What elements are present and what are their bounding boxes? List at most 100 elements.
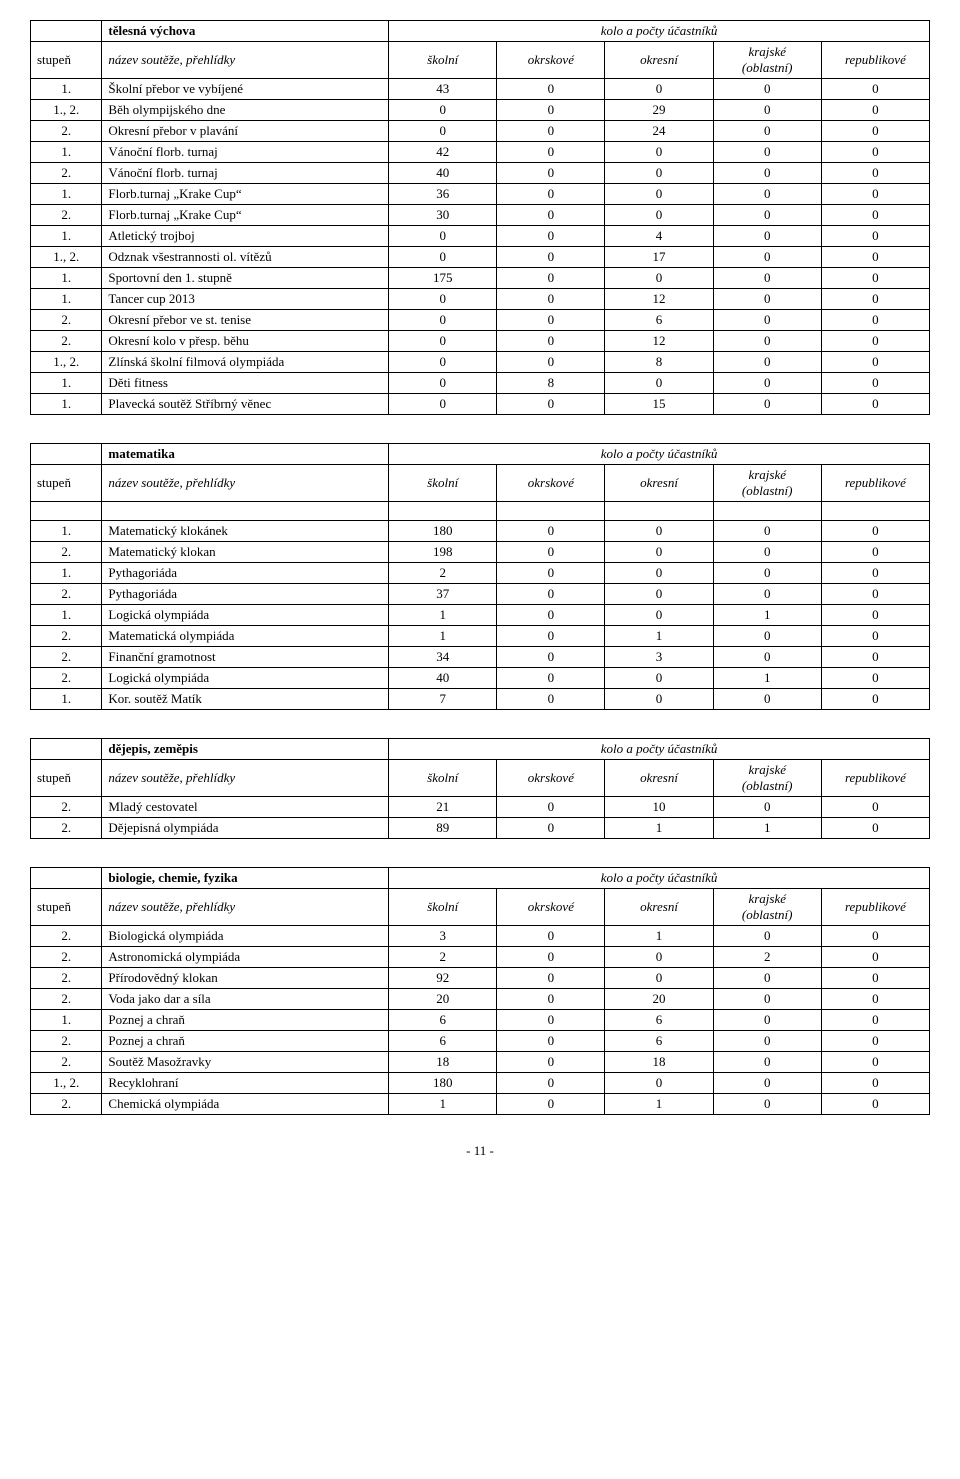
cell-value: 0 — [713, 647, 821, 668]
cell-value: 17 — [605, 247, 713, 268]
cell-value: 0 — [497, 818, 605, 839]
cell-value: 0 — [821, 163, 929, 184]
table-corner-blank — [31, 444, 102, 465]
cell-stupen: 2. — [31, 205, 102, 226]
cell-value: 0 — [821, 247, 929, 268]
table-row: 2.Finanční gramotnost340300 — [31, 647, 930, 668]
cell-value: 0 — [713, 226, 821, 247]
cell-value: 0 — [605, 142, 713, 163]
cell-stupen: 2. — [31, 626, 102, 647]
cell-value: 0 — [821, 689, 929, 710]
cell-value: 0 — [389, 100, 497, 121]
cell-stupen: 2. — [31, 1031, 102, 1052]
header-skolni: školní — [389, 42, 497, 79]
cell-value: 0 — [497, 1073, 605, 1094]
cell-value: 0 — [713, 1073, 821, 1094]
cell-value: 0 — [497, 668, 605, 689]
cell-nazev: Děti fitness — [102, 373, 389, 394]
table-row: 2.Voda jako dar a síla2002000 — [31, 989, 930, 1010]
table-row: 1.Poznej a chraň60600 — [31, 1010, 930, 1031]
cell-stupen: 2. — [31, 121, 102, 142]
table-row: 1.Školní přebor ve vybíjené430000 — [31, 79, 930, 100]
cell-value: 0 — [497, 542, 605, 563]
table-row: 1.Tancer cup 2013001200 — [31, 289, 930, 310]
cell-value: 18 — [389, 1052, 497, 1073]
cell-value: 6 — [389, 1031, 497, 1052]
cell-value: 0 — [821, 605, 929, 626]
table-row: 1., 2.Zlínská školní filmová olympiáda00… — [31, 352, 930, 373]
cell-value: 0 — [497, 1031, 605, 1052]
cell-stupen: 1., 2. — [31, 247, 102, 268]
cell-value: 21 — [389, 797, 497, 818]
cell-value: 2 — [713, 947, 821, 968]
header-okrskove: okrskové — [497, 465, 605, 502]
spacer-cell — [389, 502, 497, 521]
cell-nazev: Recyklohraní — [102, 1073, 389, 1094]
cell-value: 0 — [821, 79, 929, 100]
cell-value: 3 — [605, 647, 713, 668]
cell-value: 0 — [821, 521, 929, 542]
cell-value: 0 — [821, 100, 929, 121]
cell-value: 0 — [821, 584, 929, 605]
cell-nazev: Logická olympiáda — [102, 668, 389, 689]
header-okresni: okresní — [605, 465, 713, 502]
cell-value: 0 — [713, 989, 821, 1010]
cell-value: 0 — [713, 1010, 821, 1031]
table-row: 1.Vánoční florb. turnaj420000 — [31, 142, 930, 163]
cell-value: 7 — [389, 689, 497, 710]
cell-stupen: 1. — [31, 521, 102, 542]
cell-value: 0 — [497, 331, 605, 352]
cell-value: 0 — [605, 205, 713, 226]
cell-value: 198 — [389, 542, 497, 563]
spacer-cell — [102, 502, 389, 521]
cell-value: 0 — [821, 797, 929, 818]
cell-value: 180 — [389, 1073, 497, 1094]
cell-value: 92 — [389, 968, 497, 989]
header-krajske: krajské(oblastní) — [713, 889, 821, 926]
cell-value: 0 — [713, 184, 821, 205]
spacer-cell — [605, 502, 713, 521]
cell-value: 1 — [389, 626, 497, 647]
cell-nazev: Pythagoriáda — [102, 584, 389, 605]
cell-nazev: Vánoční florb. turnaj — [102, 142, 389, 163]
cell-value: 0 — [605, 968, 713, 989]
cell-stupen: 2. — [31, 797, 102, 818]
cell-nazev: Voda jako dar a síla — [102, 989, 389, 1010]
cell-value: 0 — [821, 647, 929, 668]
cell-value: 34 — [389, 647, 497, 668]
cell-stupen: 2. — [31, 818, 102, 839]
header-nazev: název soutěže, přehlídky — [102, 42, 389, 79]
cell-value: 0 — [497, 121, 605, 142]
header-stupen: stupeň — [31, 465, 102, 502]
header-republikove: republikové — [821, 760, 929, 797]
cell-value: 0 — [497, 968, 605, 989]
cell-value: 0 — [605, 1073, 713, 1094]
cell-nazev: Vánoční florb. turnaj — [102, 163, 389, 184]
kolo-label: kolo a počty účastníků — [389, 739, 930, 760]
cell-value: 12 — [605, 331, 713, 352]
table-row: 2.Okresní přebor ve st. tenise00600 — [31, 310, 930, 331]
cell-value: 0 — [605, 373, 713, 394]
cell-value: 0 — [821, 926, 929, 947]
cell-nazev: Florb.turnaj „Krake Cup“ — [102, 205, 389, 226]
kolo-label: kolo a počty účastníků — [389, 868, 930, 889]
cell-value: 0 — [713, 121, 821, 142]
cell-stupen: 1. — [31, 142, 102, 163]
tables-container: tělesná výchovakolo a počty účastníkůstu… — [30, 20, 930, 1115]
cell-value: 8 — [497, 373, 605, 394]
cell-value: 0 — [821, 352, 929, 373]
cell-value: 1 — [605, 926, 713, 947]
cell-value: 0 — [713, 521, 821, 542]
cell-stupen: 2. — [31, 668, 102, 689]
table-topic: biologie, chemie, fyzika — [102, 868, 389, 889]
cell-stupen: 1. — [31, 1010, 102, 1031]
cell-value: 29 — [605, 100, 713, 121]
cell-nazev: Přírodovědný klokan — [102, 968, 389, 989]
cell-nazev: Tancer cup 2013 — [102, 289, 389, 310]
cell-value: 15 — [605, 394, 713, 415]
cell-value: 0 — [605, 163, 713, 184]
cell-value: 0 — [713, 563, 821, 584]
cell-value: 0 — [605, 268, 713, 289]
cell-value: 1 — [389, 605, 497, 626]
cell-value: 0 — [821, 989, 929, 1010]
